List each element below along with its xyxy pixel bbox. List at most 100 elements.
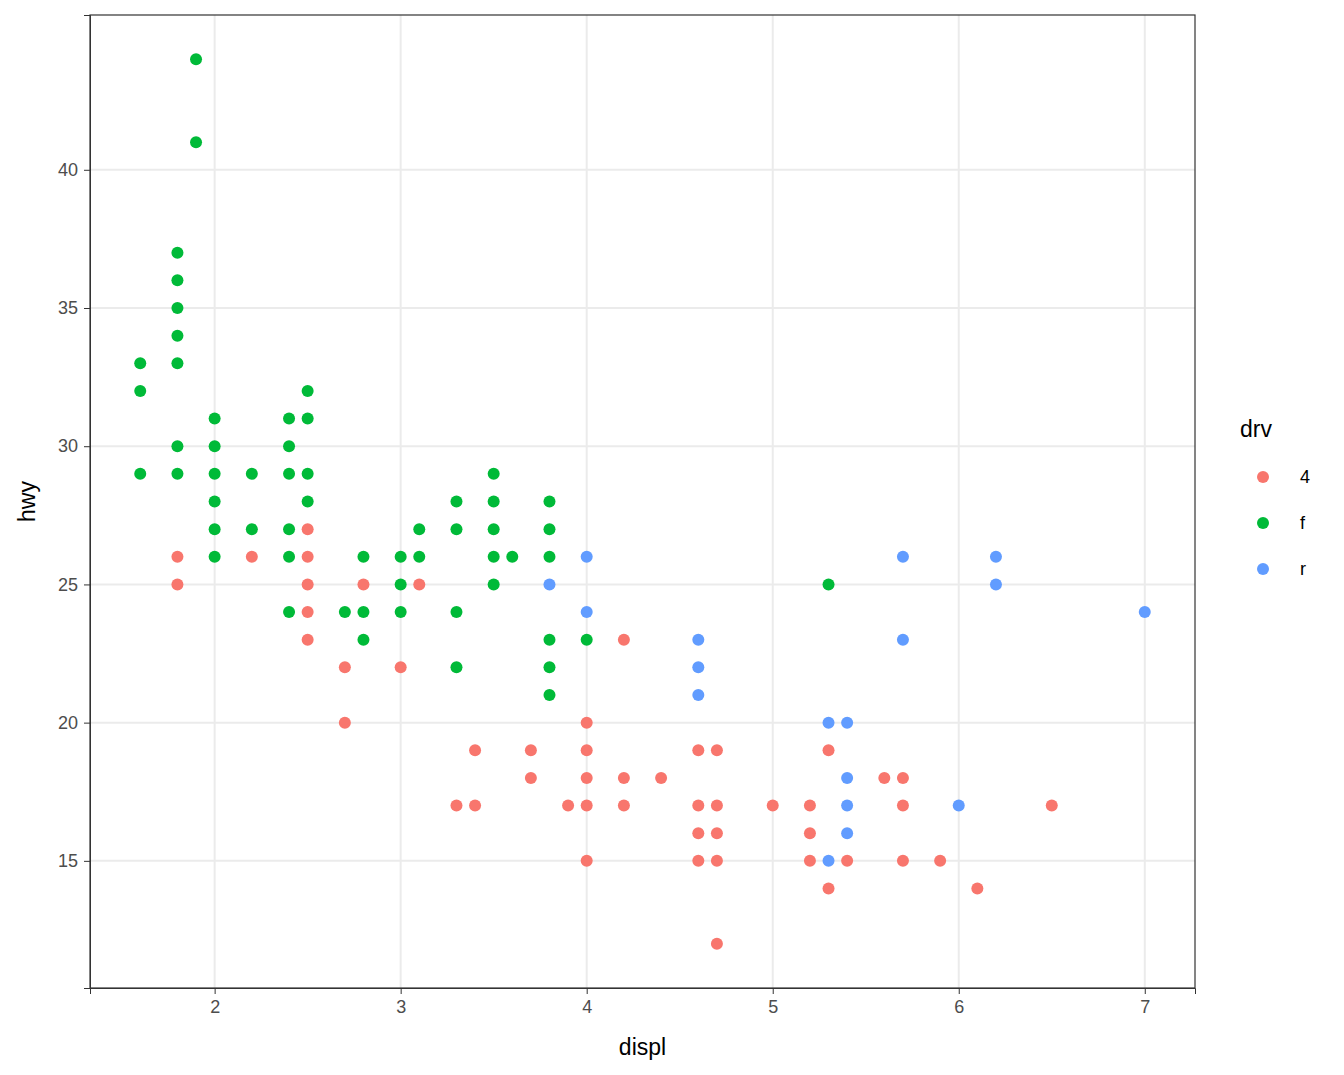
legend-key [1257, 563, 1269, 575]
legend-key [1257, 471, 1269, 483]
legend-key [1257, 517, 1269, 529]
point [878, 772, 890, 784]
point [171, 330, 183, 342]
y-axis-title: hwy [14, 481, 40, 522]
point [450, 661, 462, 673]
chart: 234567152025303540displhwydrv4fr [0, 0, 1344, 1075]
point [897, 800, 909, 812]
point [357, 606, 369, 618]
tick: 5 [768, 988, 778, 1017]
point [543, 551, 555, 563]
point [395, 578, 407, 590]
grid-line-x [400, 15, 402, 988]
point [841, 772, 853, 784]
point [190, 53, 202, 65]
tick-label: 5 [768, 997, 778, 1017]
point [190, 136, 202, 148]
tick-mark [773, 988, 774, 994]
point [618, 634, 630, 646]
point [990, 578, 1002, 590]
point [246, 551, 258, 563]
tick: 35 [58, 298, 90, 318]
point [934, 855, 946, 867]
point [413, 523, 425, 535]
point [246, 523, 258, 535]
tick-label: 4 [582, 997, 592, 1017]
x-axis: 2 3 4 5 6 7 [91, 988, 1196, 1017]
point [543, 661, 555, 673]
point [804, 827, 816, 839]
tick-mark [84, 170, 90, 171]
y-axis: 152025303540 [58, 16, 91, 989]
point [581, 551, 593, 563]
legend-label: 4 [1300, 467, 1310, 487]
point [302, 468, 314, 480]
point [841, 717, 853, 729]
grid-line-y [90, 860, 1195, 862]
tick-mark [84, 723, 90, 724]
plot-frame [90, 15, 1195, 988]
legend-title: drv [1240, 416, 1272, 442]
plot-background [90, 15, 1195, 988]
point [171, 247, 183, 259]
point [134, 357, 146, 369]
point [692, 661, 704, 673]
tick-mark [1145, 988, 1146, 994]
grid-line-x [772, 15, 774, 988]
tick-mark [84, 861, 90, 862]
tick: 7 [1140, 988, 1150, 1017]
point [413, 551, 425, 563]
point [209, 440, 221, 452]
tick-mark [84, 446, 90, 447]
point [283, 523, 295, 535]
point [469, 744, 481, 756]
tick-mark [587, 988, 588, 994]
point [171, 357, 183, 369]
point [339, 717, 351, 729]
grid-line-y [90, 722, 1195, 724]
tick: 4 [582, 988, 592, 1017]
tick-label: 2 [210, 997, 220, 1017]
point [450, 496, 462, 508]
point [767, 800, 779, 812]
point [1139, 606, 1151, 618]
legend-label: r [1300, 559, 1306, 579]
point [618, 772, 630, 784]
point [897, 551, 909, 563]
point [283, 606, 295, 618]
point [897, 772, 909, 784]
point [804, 855, 816, 867]
axis-line [91, 989, 1196, 995]
point [823, 882, 835, 894]
tick-label: 6 [954, 997, 964, 1017]
point [618, 800, 630, 812]
point [302, 523, 314, 535]
tick-label: 15 [58, 851, 78, 871]
point [450, 606, 462, 618]
x-axis-title: displ [619, 1034, 666, 1060]
tick-label: 40 [58, 160, 78, 180]
point [134, 385, 146, 397]
point [302, 413, 314, 425]
point [171, 274, 183, 286]
point [953, 800, 965, 812]
grid-line-y [90, 169, 1195, 171]
grid-line-y [90, 445, 1195, 447]
point [581, 800, 593, 812]
point [692, 744, 704, 756]
point [209, 551, 221, 563]
point [283, 440, 295, 452]
point [171, 468, 183, 480]
axis-line [84, 16, 91, 989]
tick-label: 3 [396, 997, 406, 1017]
point [357, 551, 369, 563]
point [395, 551, 407, 563]
point [339, 661, 351, 673]
tick-label: 35 [58, 298, 78, 318]
tick: 40 [58, 160, 90, 180]
point [525, 772, 537, 784]
point [209, 413, 221, 425]
grid-line-x [1144, 15, 1146, 988]
grid-line-x [958, 15, 960, 988]
point [413, 578, 425, 590]
